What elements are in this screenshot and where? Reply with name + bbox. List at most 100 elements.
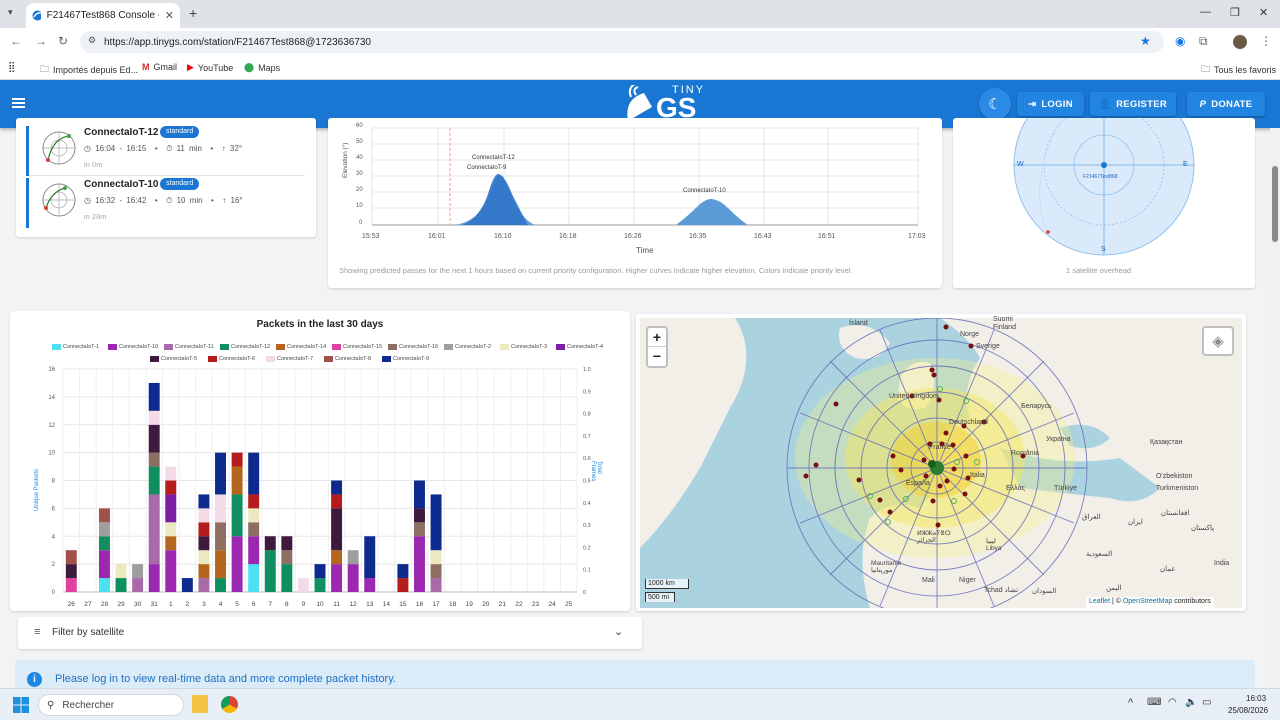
battery-icon[interactable]: ▭ <box>1202 697 1212 708</box>
wifi-icon[interactable]: ◠ <box>1168 697 1177 708</box>
restore-icon[interactable]: ❐ <box>1230 7 1240 19</box>
polar-plot-card: F21467Test868 W E S 1 satellite overhead <box>953 118 1255 288</box>
hamburger-menu-icon[interactable] <box>12 98 25 108</box>
bar-segment <box>215 452 226 495</box>
close-window-icon[interactable]: ✕ <box>1259 7 1269 19</box>
scrollbar-thumb[interactable] <box>1272 166 1278 242</box>
donate-button[interactable]: P DONATE <box>1187 92 1265 116</box>
back-icon[interactable]: ← <box>10 34 22 48</box>
legend-swatch <box>388 344 397 350</box>
legend-item[interactable]: ConnectaIoT-9 <box>382 356 429 362</box>
bar-segment <box>248 522 260 537</box>
legend-item[interactable]: ConnectaIoT-10 <box>108 344 158 350</box>
x-tick: 17 <box>432 601 440 608</box>
clock-date[interactable]: 25/08/2026 <box>1228 706 1269 715</box>
bar-segment <box>215 550 226 579</box>
login-button[interactable]: ⇥ LOGIN <box>1017 92 1084 116</box>
browser-tab[interactable]: F21467Test868 Console - TinyG ✕ <box>26 3 180 28</box>
osm-link[interactable]: OpenStreetMap <box>1122 598 1173 605</box>
filter-by-satellite-panel[interactable]: ≡ Filter by satellite ⌄ <box>18 617 642 649</box>
leaflet-link[interactable]: Leaflet <box>1089 598 1111 605</box>
legend-item[interactable]: ConnectaIoT-15 <box>332 344 382 350</box>
site-info-icon[interactable]: ⚙ <box>88 35 97 45</box>
reload-icon[interactable]: ↻ <box>58 34 69 48</box>
right-y-tick: 0.8 <box>583 412 591 418</box>
bookmark-maps[interactable]: ⬤ Maps <box>244 62 281 73</box>
legend-item[interactable]: ConnectaIoT-14 <box>276 344 326 350</box>
forward-icon[interactable]: → <box>35 34 47 48</box>
bookmark-youtube[interactable]: ▶ YouTube <box>187 62 234 73</box>
legend-item[interactable]: ConnectaIoT-8 <box>324 356 371 362</box>
chrome-icon[interactable] <box>221 696 238 713</box>
legend-item[interactable]: ConnectaIoT-1 <box>52 344 99 350</box>
all-bookmarks[interactable]: 🗀 Tous les favoris <box>1201 62 1276 78</box>
right-y-tick: 0.2 <box>583 545 591 551</box>
file-explorer-icon[interactable] <box>192 695 208 713</box>
puzzle-icon[interactable]: ⧉ <box>1199 34 1208 48</box>
legend-swatch <box>266 356 275 362</box>
x-tick: 16:35 <box>689 233 707 240</box>
dark-mode-toggle[interactable]: ☾ <box>979 88 1011 120</box>
divider <box>29 175 305 176</box>
bookmark-star-icon[interactable]: ★ <box>1140 34 1151 48</box>
close-tab-icon[interactable]: ✕ <box>164 10 174 22</box>
keyboard-icon[interactable]: ⌨ <box>1147 697 1162 708</box>
windows-start-icon[interactable] <box>13 697 29 713</box>
zoom-out-button[interactable]: − <box>652 348 662 364</box>
bookmark-folder[interactable]: 🗀 Importés depuis Ed... <box>40 62 138 78</box>
taskbar-search[interactable]: ⚲ Rechercher <box>38 694 184 716</box>
legend-label: ConnectaIoT-14 <box>287 344 327 350</box>
map-canvas[interactable] <box>640 318 1242 608</box>
pass-item[interactable]: ConnectaIoT-10 standard ◷ 16:32 - 16:42 … <box>26 178 308 228</box>
bar-segment <box>198 536 210 551</box>
minimize-icon[interactable]: — <box>1200 6 1211 18</box>
x-tick: 10 <box>316 601 324 608</box>
profile-avatar[interactable] <box>1233 35 1247 49</box>
extension-icon[interactable]: ◉ <box>1175 34 1186 48</box>
register-button[interactable]: 👤 REGISTER <box>1090 92 1176 116</box>
pass-sat-name: ConnectaIoT-12 <box>84 127 159 138</box>
tab-list-icon[interactable]: ▾ <box>8 7 13 17</box>
layers-button[interactable]: ◈ <box>1202 326 1234 356</box>
tray-chevron-icon[interactable]: ^ <box>1128 697 1134 709</box>
legend-item[interactable]: ConnectaIoT-3 <box>500 344 547 350</box>
elevation-arrow-icon: ↑ <box>221 144 226 153</box>
new-tab-button[interactable]: + <box>189 5 198 21</box>
legend-item[interactable]: ConnectaIoT-11 <box>164 344 214 350</box>
menu-dots-icon[interactable]: ⋮ <box>1260 34 1272 48</box>
bar-segment <box>430 550 442 565</box>
address-bar[interactable]: ⚙ https://app.tinygs.com/station/F21467T… <box>80 31 1164 53</box>
x-tick: 8 <box>285 601 289 608</box>
south-label: S <box>1101 246 1106 253</box>
bar-segment <box>165 480 177 495</box>
clock-time[interactable]: 16:03 <box>1246 694 1267 703</box>
legend-item[interactable]: ConnectaIoT-12 <box>220 344 270 350</box>
y-tick: 40 <box>356 155 363 161</box>
bar-segment <box>148 424 160 453</box>
legend-item[interactable]: ConnectaIoT-16 <box>388 344 438 350</box>
zoom-in-button[interactable]: + <box>648 328 666 347</box>
bookmark-gmail[interactable]: M Gmail <box>142 62 178 72</box>
packets-bar-chart: 16141210864201.00.90.80.70.60.50.40.30.2… <box>48 367 591 608</box>
coverage-map[interactable]: Ísland Suomi Finland Norge Sverige Unite… <box>636 314 1246 611</box>
url-text: https://app.tinygs.com/station/F21467Tes… <box>104 36 371 48</box>
bar-segment <box>98 550 110 579</box>
bar-segment <box>264 550 276 592</box>
tinygs-logo[interactable]: TINY GS <box>622 84 712 124</box>
bar-segment <box>148 410 160 425</box>
left-y-tick: 6 <box>52 506 56 512</box>
pass-item[interactable]: ConnectaIoT-12 standard ◷ 16:04 - 16:15 … <box>26 126 308 176</box>
apps-icon[interactable]: ⣿ <box>8 62 16 73</box>
legend-item[interactable]: ConnectaIoT-6 <box>208 356 255 362</box>
legend-item[interactable]: ConnectaIoT-5 <box>150 356 197 362</box>
legend-item[interactable]: ConnectaIoT-7 <box>266 356 313 362</box>
chevron-down-icon[interactable]: ⌄ <box>614 626 624 638</box>
bar-segment <box>364 536 376 579</box>
legend-item[interactable]: ConnectaIoT-2 <box>444 344 491 350</box>
left-y-tick: 16 <box>48 367 55 373</box>
volume-icon[interactable]: 🔈 <box>1185 697 1198 708</box>
page-scrollbar[interactable] <box>1270 128 1280 688</box>
legend-item[interactable]: ConnectaIoT-4 <box>556 344 603 350</box>
bar-segment <box>314 578 326 592</box>
right-y-tick: 0.3 <box>583 523 591 529</box>
